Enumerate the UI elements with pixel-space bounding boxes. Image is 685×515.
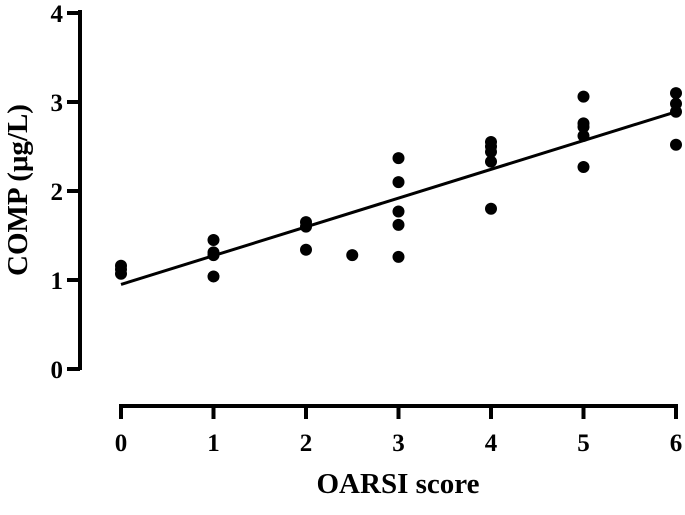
x-tick-label-3: 3	[392, 430, 405, 457]
x-tick-label-5: 5	[577, 430, 590, 457]
data-point-21	[577, 90, 590, 103]
data-point-28	[670, 105, 682, 118]
y-axis-title: COMP (μg/L)	[2, 104, 34, 276]
data-point-18	[485, 145, 497, 158]
data-point-6	[207, 270, 220, 283]
axes	[78, 10, 678, 408]
data-point-12	[392, 176, 405, 189]
data-point-14	[392, 218, 405, 231]
data-point-9	[300, 243, 312, 256]
y-ticks: 0 1 2 3 4	[51, 1, 80, 384]
x-tick-label-4: 4	[485, 430, 498, 457]
x-tick-label-6: 6	[670, 430, 683, 457]
x-tick-label-0: 0	[115, 430, 128, 457]
data-point-2	[115, 267, 127, 280]
data-point-20	[485, 202, 497, 215]
data-point-3	[207, 233, 220, 246]
data-points	[115, 87, 682, 283]
data-point-24	[577, 129, 590, 142]
data-point-15	[392, 250, 405, 263]
x-tick-label-1: 1	[207, 430, 220, 457]
data-point-26	[670, 87, 682, 100]
y-tick-label-0: 0	[51, 357, 64, 384]
y-tick-label-1: 1	[51, 268, 64, 295]
data-point-8	[300, 220, 312, 233]
y-tick-label-2: 2	[51, 179, 64, 206]
y-tick-label-4: 4	[51, 1, 64, 28]
data-point-23	[577, 120, 590, 133]
x-tick-label-2: 2	[300, 430, 313, 457]
data-point-5	[207, 249, 220, 262]
data-point-25	[577, 160, 590, 173]
x-ticks: 0 1 2 3 4 5 6	[115, 406, 683, 457]
data-point-19	[485, 155, 497, 168]
x-axis-title: OARSI score	[317, 468, 480, 500]
y-tick-label-3: 3	[51, 90, 64, 117]
data-point-13	[392, 205, 405, 218]
data-point-10	[346, 249, 359, 262]
data-point-29	[670, 138, 682, 151]
data-point-11	[392, 152, 405, 165]
